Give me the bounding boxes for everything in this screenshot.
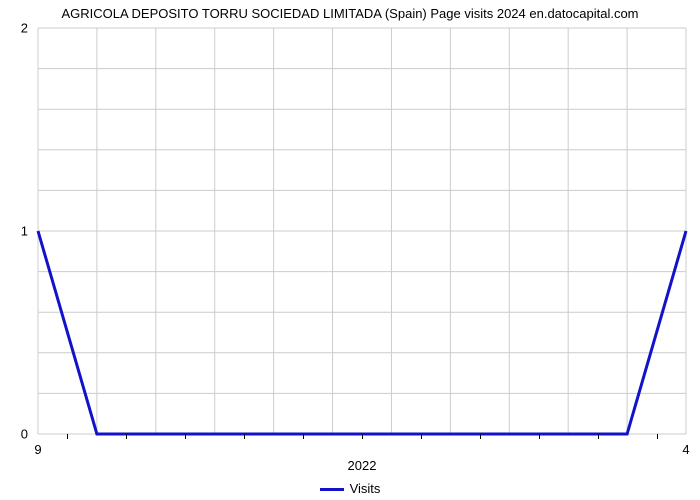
x-tick-mark (244, 434, 245, 439)
x-left-label: 9 (34, 434, 41, 457)
chart-container: AGRICOLA DEPOSITO TORRU SOCIEDAD LIMITAD… (0, 0, 700, 500)
x-tick-mark (421, 434, 422, 439)
legend-swatch (320, 488, 344, 491)
x-tick-mark (185, 434, 186, 439)
x-tick-mark (539, 434, 540, 439)
y-tick-label: 1 (21, 224, 38, 239)
chart-svg (38, 28, 686, 434)
x-tick-mark (303, 434, 304, 439)
legend-label: Visits (350, 481, 381, 496)
plot-area: 012942022 (38, 28, 686, 434)
y-tick-label: 2 (21, 21, 38, 36)
x-mid-label: 2022 (348, 434, 377, 473)
x-tick-mark (480, 434, 481, 439)
chart-title: AGRICOLA DEPOSITO TORRU SOCIEDAD LIMITAD… (0, 0, 700, 21)
x-tick-mark (67, 434, 68, 439)
legend: Visits (0, 481, 700, 496)
x-tick-mark (657, 434, 658, 439)
x-tick-mark (126, 434, 127, 439)
series-line (38, 231, 686, 434)
x-tick-mark (598, 434, 599, 439)
x-right-label: 4 (682, 434, 689, 457)
